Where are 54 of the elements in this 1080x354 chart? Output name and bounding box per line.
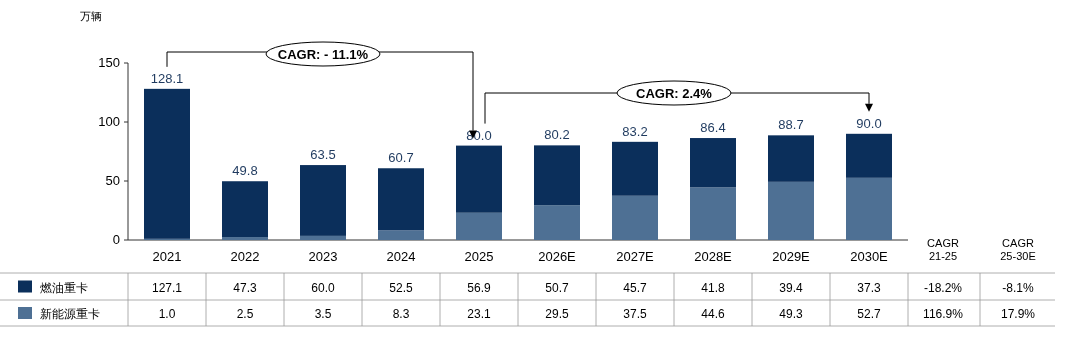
data-label: 23.1 <box>467 307 491 321</box>
text: CAGR 21-25 <box>927 237 959 262</box>
text: -8.1% <box>1002 280 1034 295</box>
data-label: 52.5 <box>389 280 413 295</box>
data-label: 47.3 <box>233 280 257 295</box>
data-label: 52.7 <box>857 307 881 321</box>
total-label: 63.5 <box>310 147 336 163</box>
data-label: 49.3 <box>779 307 803 321</box>
annotation: CAGR: 2.4% <box>636 86 713 101</box>
data-label: 56.9 <box>467 280 491 295</box>
text: 116.9% <box>923 307 964 321</box>
x-tick-label: 2029E <box>772 249 811 264</box>
data-label: 37.5 <box>623 307 647 321</box>
y-tick-label: 0 <box>112 232 120 247</box>
total-label: 128.1 <box>150 70 184 86</box>
data-label: 45.7 <box>623 280 647 295</box>
data-label: 41.8 <box>701 280 725 295</box>
x-tick-label: 2028E <box>694 249 733 264</box>
x-tick-label: 2027E <box>616 249 655 264</box>
data-label: 127.1 <box>151 280 183 295</box>
text: CAGR 25-30E <box>1000 237 1036 262</box>
data-label: 2.5 <box>236 307 254 321</box>
data-label: 44.6 <box>701 307 725 321</box>
data-label: 37.3 <box>857 280 881 295</box>
data-label: 3.5 <box>314 307 332 321</box>
data-label: 60.0 <box>311 280 335 295</box>
y-tick-label: 50 <box>105 173 120 188</box>
total-label: 88.7 <box>778 117 804 133</box>
x-tick-label: 2026E <box>538 249 577 264</box>
total-label: 83.2 <box>622 123 648 139</box>
text: CAGR: - 11.1% <box>277 47 369 62</box>
x-tick-label: 2024 <box>386 249 416 264</box>
y-axis-title: 万辆 <box>80 10 102 22</box>
data-label: 1.0 <box>158 307 176 321</box>
x-tick-label: 2021 <box>152 249 182 264</box>
x-tick-label: 2025 <box>464 249 494 264</box>
x-tick-label: 2022 <box>230 249 260 264</box>
text: -18.2% <box>923 280 963 295</box>
data-label: 8.3 <box>392 307 410 321</box>
total-label: 49.8 <box>232 163 258 179</box>
data-label: 29.5 <box>545 307 569 321</box>
data-label: 39.4 <box>779 280 803 295</box>
total-label: 80.2 <box>544 127 570 143</box>
total-label: 86.4 <box>700 120 726 136</box>
y-tick-label: 150 <box>98 55 120 70</box>
text: 17.9% <box>1000 307 1036 321</box>
total-label: 90.0 <box>856 115 882 131</box>
x-tick-label: 2030E <box>850 249 889 264</box>
x-tick-label: 2023 <box>308 249 338 264</box>
data-label: 50.7 <box>545 280 569 295</box>
legend-label: 新能源重卡 <box>40 307 100 321</box>
legend-label: 燃油重卡 <box>40 280 88 295</box>
total-label: 60.7 <box>388 150 414 166</box>
y-tick-label: 100 <box>98 114 120 129</box>
